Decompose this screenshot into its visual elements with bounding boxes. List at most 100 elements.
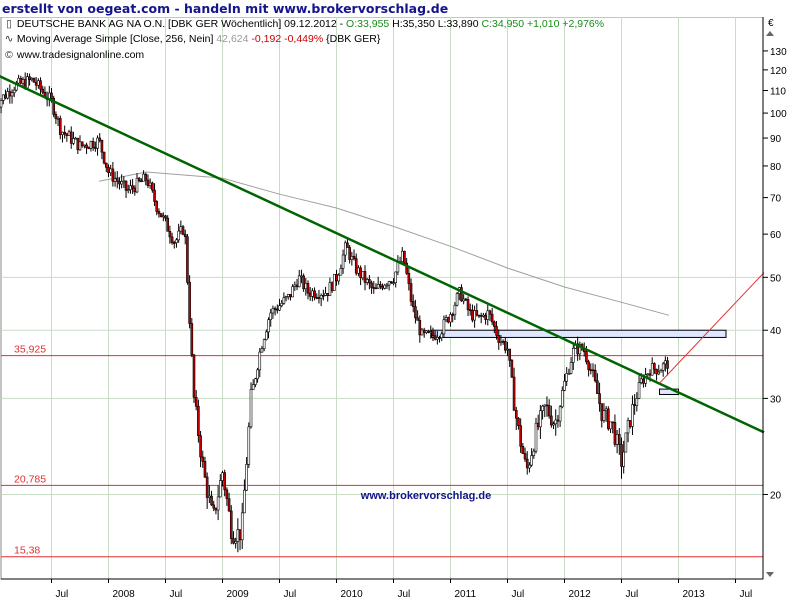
y-tick-label: 100 xyxy=(770,109,787,120)
candle-body xyxy=(297,275,301,288)
candle-body xyxy=(32,77,36,83)
candle-body xyxy=(664,360,667,365)
candle-body xyxy=(593,369,597,382)
candle-body xyxy=(194,396,198,407)
candle-body xyxy=(232,538,235,544)
candle-body xyxy=(30,77,34,80)
candle-body xyxy=(21,79,25,84)
candle-body xyxy=(490,313,494,323)
candle-body xyxy=(541,405,544,412)
candle-body xyxy=(420,329,424,336)
x-tick-label: Jul xyxy=(398,589,411,600)
candle-body xyxy=(311,290,314,297)
candle-body xyxy=(240,512,244,541)
candle-body xyxy=(333,274,336,291)
candle-body xyxy=(523,453,527,460)
candle-body xyxy=(203,461,207,478)
candle-body xyxy=(359,267,362,279)
candle-body xyxy=(278,305,281,311)
candle-body xyxy=(466,299,470,311)
candle-body xyxy=(214,507,218,511)
level-label: 35,925 xyxy=(14,344,46,356)
y-tick-label: 60 xyxy=(770,230,782,241)
candle-body xyxy=(411,301,415,307)
candle-body xyxy=(280,302,283,306)
candle-body xyxy=(361,271,365,279)
projection-line[interactable] xyxy=(659,272,765,384)
candle-body xyxy=(534,422,538,452)
candle-body xyxy=(508,348,511,361)
candle-body xyxy=(539,410,542,428)
candle-body xyxy=(19,77,23,84)
candle-body xyxy=(451,314,454,316)
candle-body xyxy=(115,178,119,182)
candle-body xyxy=(289,294,292,298)
candle-body xyxy=(571,347,575,363)
candle-body xyxy=(442,319,446,335)
candle-body xyxy=(486,310,490,320)
candle-body xyxy=(17,77,20,84)
candle-body xyxy=(322,295,325,297)
candle-body xyxy=(335,274,338,282)
candle-body xyxy=(282,297,286,304)
candle-body xyxy=(98,137,102,141)
candle-body xyxy=(142,173,145,182)
candle-body xyxy=(365,279,369,283)
candle-body xyxy=(585,351,588,363)
candle-body xyxy=(34,81,38,86)
candle-body xyxy=(418,320,422,336)
candle-body xyxy=(659,370,663,373)
candle-body xyxy=(642,378,645,384)
candle-body xyxy=(379,284,382,287)
candle-body xyxy=(284,296,288,299)
header-instrument: DEUTSCHE BANK AG NA O.N. [DBK GER Wöchen… xyxy=(16,18,347,30)
candle-body xyxy=(208,495,211,498)
moving-average-icon: ∿ xyxy=(4,33,14,45)
candle-body xyxy=(168,231,172,238)
candle-body xyxy=(291,286,294,298)
candle-body xyxy=(525,458,529,469)
banner-text: erstellt von oegeat.com - handeln mit ww… xyxy=(2,1,449,16)
candle-body xyxy=(80,141,84,146)
candle-body xyxy=(74,137,77,140)
candle-body xyxy=(390,281,393,283)
candle-body xyxy=(550,415,553,426)
candle-body xyxy=(265,331,268,340)
candle-body xyxy=(41,88,45,93)
trendline[interactable] xyxy=(0,74,765,434)
candle-body xyxy=(484,314,487,320)
candle-body xyxy=(337,274,340,282)
candle-body xyxy=(440,333,444,339)
candle-body xyxy=(293,284,297,287)
y-tick-label: 80 xyxy=(770,162,782,173)
candle-body xyxy=(271,308,275,314)
ma-suffix: {DBK GER} xyxy=(323,33,381,45)
candle-body xyxy=(254,378,257,385)
candle-body xyxy=(109,168,112,174)
candle-body xyxy=(376,284,380,289)
candle-body xyxy=(317,297,321,299)
y-tick-label: 120 xyxy=(770,66,787,77)
price-chart[interactable]: 35,925 20,785 15,38 www.brokervorschlag.de… xyxy=(0,17,800,600)
candle-body xyxy=(243,489,246,514)
candle-body xyxy=(96,137,99,149)
candle-body xyxy=(556,419,560,422)
candle-body xyxy=(324,293,327,296)
candle-body xyxy=(433,335,437,340)
candle-body xyxy=(567,373,571,375)
candle-body xyxy=(177,230,180,241)
candle-body xyxy=(133,187,137,193)
candle-body xyxy=(186,236,189,283)
header-line-source: © www.tradesignalonline.com xyxy=(4,49,144,62)
candle-body xyxy=(392,282,395,284)
candle-body xyxy=(65,133,69,136)
candle-body xyxy=(295,284,299,288)
moving-average-line xyxy=(98,171,670,316)
candle-body xyxy=(87,147,91,150)
candle-body xyxy=(357,267,360,274)
candle-body xyxy=(262,339,266,349)
scroll-arrow-up-icon[interactable] xyxy=(766,31,774,36)
scroll-arrow-down-icon[interactable] xyxy=(766,572,774,577)
candle-body xyxy=(436,337,439,340)
candle-body xyxy=(269,312,273,321)
